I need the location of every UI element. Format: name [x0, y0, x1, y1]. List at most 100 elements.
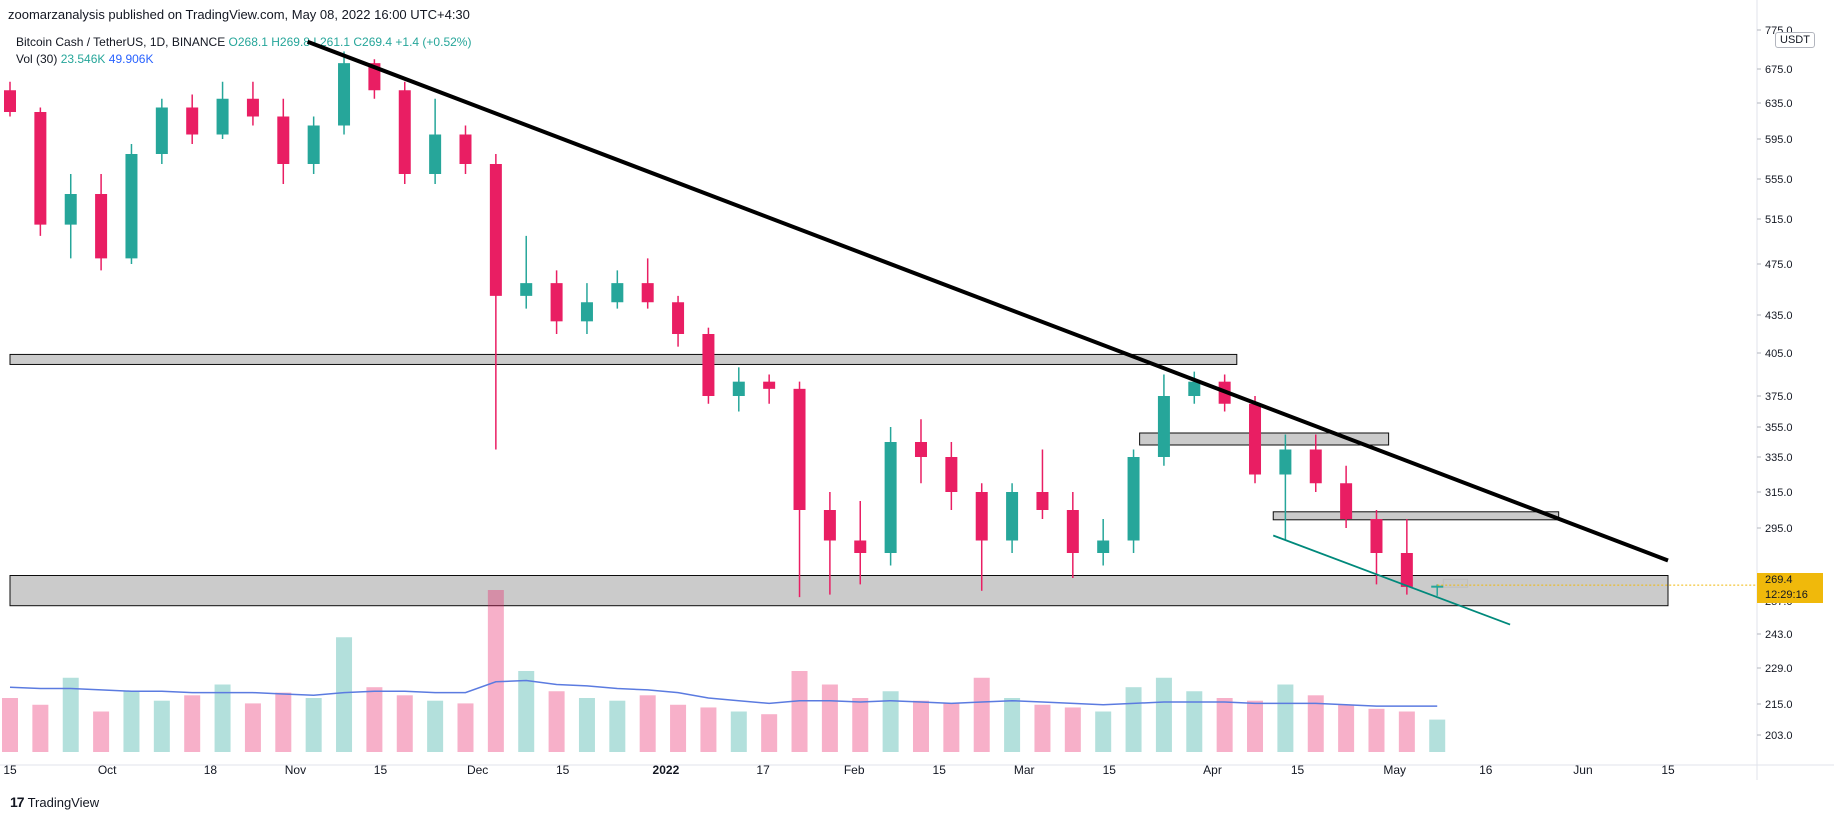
footer-brand[interactable]: 17 TradingView: [10, 794, 99, 810]
gridlines: [0, 0, 1834, 780]
symbol-label[interactable]: Bitcoin Cash / TetherUS, 1D, BINANCE: [16, 35, 226, 49]
volume-label[interactable]: Vol (30): [16, 52, 58, 66]
candle: [611, 270, 624, 309]
candle: [125, 144, 138, 264]
currency-badge[interactable]: USDT: [1775, 32, 1815, 48]
candle: [914, 419, 927, 484]
volume-bar: [427, 700, 444, 752]
volume-bar: [305, 698, 322, 752]
volume-bar: [396, 695, 413, 752]
candle-body: [550, 283, 563, 322]
candle-body: [1370, 519, 1383, 553]
time-tick-label: 15: [556, 763, 570, 777]
volume-bar: [1429, 719, 1446, 752]
candle-body: [125, 154, 138, 259]
volume-bar: [548, 691, 565, 752]
candle-body: [1066, 510, 1079, 553]
time-tick-label: 16: [1479, 763, 1493, 777]
time-tick-label: Apr: [1203, 763, 1222, 777]
time-tick-label: 15: [933, 763, 947, 777]
candle: [429, 98, 442, 184]
candle: [732, 367, 745, 412]
candle-body: [429, 134, 442, 174]
candle: [398, 81, 411, 184]
time-tick-label: Mar: [1014, 763, 1035, 777]
candle-body: [672, 302, 685, 334]
volume-ma-line: [9, 679, 1438, 707]
candle-body: [459, 134, 472, 164]
volume-bar: [1004, 698, 1021, 752]
candle: [307, 116, 320, 174]
ohlc-change: +1.4 (+0.52%): [395, 35, 472, 49]
volume-bar: [1155, 677, 1172, 752]
candle-body: [307, 125, 320, 164]
candle-body: [277, 116, 290, 164]
volume-bar: [518, 671, 535, 752]
candle-body: [793, 388, 806, 510]
price-tick-label: 243.0: [1765, 629, 1793, 641]
volume-bar: [578, 698, 595, 752]
price-tick-label: 229.0: [1765, 663, 1793, 675]
candle: [1370, 510, 1383, 585]
time-tick-label: Jun: [1573, 763, 1592, 777]
volume-bar: [1125, 687, 1142, 752]
supply-demand-zones: [9, 353, 1669, 607]
time-tick-label: 2022: [653, 763, 680, 777]
volume-row: Vol (30) 23.546K 49.906K: [16, 51, 471, 68]
candle-body: [1097, 540, 1110, 553]
price-axis[interactable]: 203.0215.0229.0243.0257.0275.0295.0315.0…: [1757, 25, 1793, 742]
candle: [823, 492, 836, 595]
candle-body: [975, 492, 988, 541]
candle-body: [945, 457, 958, 492]
volume-bar: [1338, 704, 1355, 752]
last-price-value: 269.4: [1765, 574, 1793, 586]
volume-bar: [366, 687, 383, 752]
volume-bar: [32, 704, 49, 752]
volume-bar: [1307, 695, 1324, 752]
volume-bar: [973, 677, 990, 752]
volume-bar: [457, 703, 474, 752]
candle: [4, 81, 16, 117]
volume-bar: [93, 711, 110, 752]
candle: [641, 258, 654, 309]
candle-body: [1431, 585, 1444, 588]
candle-body: [884, 442, 897, 553]
published-line: zoomarzanalysis published on TradingView…: [8, 7, 470, 22]
candle-body: [1157, 396, 1170, 457]
volume-bar: [700, 707, 717, 752]
candle: [550, 270, 563, 334]
candle: [975, 483, 988, 591]
zone-rect: [9, 353, 1238, 365]
candle: [1279, 434, 1292, 541]
time-tick-label: Nov: [285, 763, 306, 777]
volume-bar: [730, 711, 747, 752]
time-tick-label: 18: [204, 763, 218, 777]
time-axis[interactable]: 15 Oct 18 Nov 15 Dec 15 2022 17 Feb 15 Mar 15 Apr 15 Ma…: [3, 763, 1675, 777]
candle-body: [854, 540, 867, 553]
volume-bar: [2, 698, 18, 752]
candle: [489, 154, 502, 450]
price-tick-label: 405.0: [1765, 348, 1793, 360]
volume-bar: [1186, 691, 1203, 752]
candle-body: [1127, 457, 1140, 541]
volume-bar: [943, 703, 960, 752]
candle-body: [763, 381, 776, 389]
price-tick-label: 475.0: [1765, 259, 1793, 271]
candle-body: [1036, 492, 1049, 510]
volume-bar: [336, 637, 353, 752]
candle: [1066, 492, 1079, 578]
candle: [1431, 584, 1444, 596]
time-tick-label: 15: [3, 763, 17, 777]
zone-rect: [1272, 511, 1560, 521]
candle: [1097, 519, 1110, 566]
price-tick-label: 295.0: [1765, 523, 1793, 535]
zone-rect: [1139, 432, 1390, 446]
ohlc-open: O268.1: [228, 35, 268, 49]
candle-body: [914, 442, 927, 457]
brand-name: TradingView: [27, 794, 100, 810]
candle-body: [338, 63, 351, 126]
candle: [793, 381, 806, 598]
price-tick-label: 555.0: [1765, 174, 1793, 186]
volume-bar: [153, 700, 170, 752]
